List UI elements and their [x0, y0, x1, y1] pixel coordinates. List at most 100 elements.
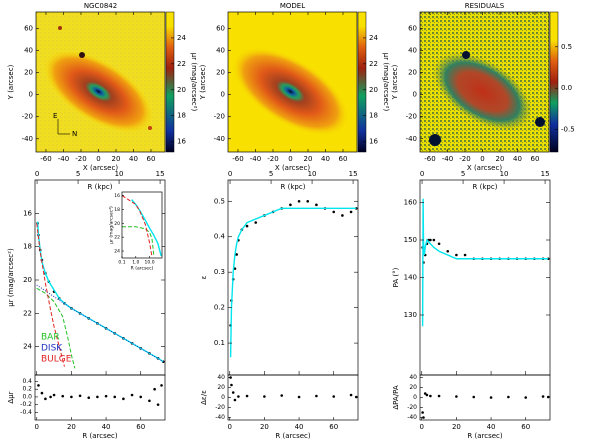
colorbar-tick-label: 16 [177, 138, 186, 146]
data-point [507, 395, 510, 399]
y-tick-label: 0.2 [214, 304, 225, 312]
data-point [472, 395, 476, 399]
x-axis-label: R (arcsec) [467, 432, 502, 440]
x2-tick-label: 10 [500, 170, 509, 178]
data-point [37, 384, 40, 387]
data-point [237, 395, 240, 398]
x-tick-label: 40 [513, 155, 522, 163]
x2-tick-label: 15 [349, 170, 358, 178]
y-tick-label: 60 [216, 25, 225, 33]
y-tick-label: -20 [214, 113, 225, 121]
x2-tick-label: 0 [228, 170, 232, 178]
data-point [87, 396, 91, 399]
masked-star [535, 117, 545, 127]
star [79, 52, 85, 58]
colorbar-tick-label: -0.5 [561, 126, 575, 134]
series-line [122, 195, 153, 257]
data-point [44, 397, 47, 401]
residual-image [420, 12, 549, 152]
residual-area [37, 384, 163, 406]
residual-axis-label: Δε/ε [200, 390, 208, 405]
data-point [432, 238, 436, 242]
galaxy [43, 49, 154, 134]
series-line [131, 199, 162, 257]
data-point [230, 383, 233, 387]
masked-star [429, 134, 441, 146]
data-point [437, 394, 441, 398]
y-tick-label: 60 [24, 25, 33, 33]
y-tick-label: 0.2 [22, 386, 32, 393]
data-point [61, 394, 65, 398]
y-tick-label: 40 [409, 374, 417, 381]
y-tick-label: 150 [404, 236, 417, 244]
plot-area [421, 198, 550, 327]
series-line [122, 226, 155, 255]
model-image [228, 12, 357, 152]
x-tick-label: -40 [442, 155, 453, 163]
x-axis-label: R (arcsec) [275, 432, 310, 440]
x2-tick-label: 10 [308, 170, 317, 178]
data-point [541, 395, 545, 398]
y-tick-label: 0.4 [22, 378, 32, 385]
y-tick-label: -20 [407, 404, 417, 411]
star [148, 126, 152, 130]
residual-area [421, 392, 550, 419]
colorbar-tick-label: 18 [177, 112, 186, 120]
y-tick-label: 0.1 [214, 339, 225, 347]
x-tick-label: 0.1 [118, 260, 125, 266]
data-point [421, 411, 424, 414]
residual-axis-label: Δμr [7, 391, 15, 403]
colorbar-tick-label: 20 [369, 86, 378, 94]
data-point [429, 394, 432, 398]
data-point [315, 203, 318, 207]
x2-axis-label: R (kpc) [473, 183, 498, 191]
panel-title: RESIDUALS [465, 2, 505, 10]
y-tick-label: 0.3 [214, 268, 225, 276]
residual-axis-label: ΔPA/PA [392, 385, 400, 409]
y-tick-label: 18 [23, 243, 32, 251]
frame [34, 374, 166, 421]
data-point [245, 394, 249, 398]
data-point [524, 396, 528, 399]
x-tick-label: 20 [452, 423, 461, 431]
y-tick-label: -40 [214, 135, 225, 143]
colorbar-tick-label: 24 [177, 34, 186, 42]
series-line [36, 223, 65, 367]
colorbar [357, 11, 367, 153]
colorbar-tick-label: 22 [177, 60, 186, 68]
data-point [231, 391, 235, 394]
data-point [455, 395, 458, 398]
data-point [315, 394, 318, 398]
data-point [122, 397, 125, 401]
y-tick-label: 20 [24, 69, 33, 77]
data-point [40, 391, 44, 395]
y-tick-label: 140 [404, 274, 417, 282]
y-tick-label: 0 [221, 91, 225, 99]
inset-area [122, 195, 162, 257]
y-tick-label: 22 [114, 235, 120, 241]
x-tick-label: -60 [40, 155, 51, 163]
data-point [422, 416, 425, 419]
x-tick-label: 40 [487, 423, 496, 431]
x2-tick-label: 5 [461, 170, 465, 178]
x2-tick-label: 15 [156, 170, 165, 178]
x-tick-label: -60 [232, 155, 243, 163]
x-tick-label: -20 [459, 155, 470, 163]
y-tick-label: -20 [22, 113, 33, 121]
legend-entry: DISK [41, 344, 63, 354]
y-axis-label: Y (arcsec) [199, 64, 207, 100]
x2-tick-label: 5 [76, 170, 80, 178]
data-point [425, 393, 429, 397]
y-tick-label: 20 [217, 384, 225, 391]
data-point [455, 253, 458, 257]
data-point [332, 210, 336, 214]
x-tick-label: 20 [67, 423, 76, 431]
data-point [156, 403, 160, 406]
compass-label: E [53, 112, 57, 120]
x-tick-label: 0 [96, 155, 100, 163]
legend-entry: BAR [41, 333, 60, 343]
y-axis-label: ε [200, 275, 208, 279]
inset-bg [122, 192, 162, 258]
data-point [354, 395, 358, 399]
